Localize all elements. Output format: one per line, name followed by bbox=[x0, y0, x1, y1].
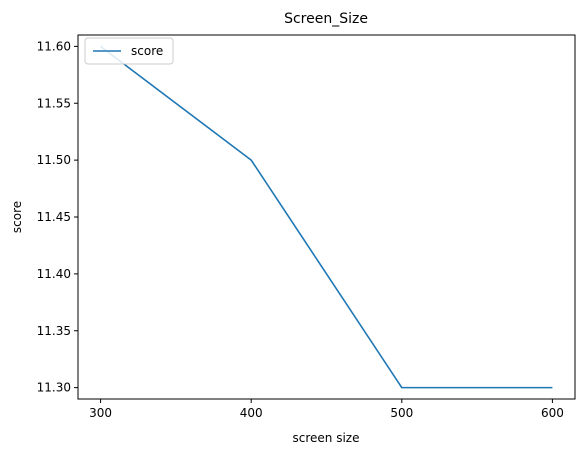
plot-frame bbox=[77, 34, 576, 400]
x-tick-label: 400 bbox=[240, 406, 263, 420]
y-axis-label: score bbox=[10, 201, 24, 233]
legend-label-score: score bbox=[131, 44, 163, 58]
plot-area: 300 400 500 600 11.3011.3511.4011.4511.5011… bbox=[37, 34, 576, 420]
x-tick-label: 600 bbox=[541, 406, 564, 420]
y-tick-label: 11.45 bbox=[37, 210, 71, 224]
series-line-score bbox=[100, 45, 553, 389]
y-tick-label: 11.60 bbox=[37, 39, 71, 53]
x-axis-ticks: 300 400 500 600 bbox=[89, 399, 564, 420]
y-tick-label: 11.50 bbox=[37, 153, 71, 167]
x-axis-label: screen size bbox=[293, 431, 360, 445]
legend-box bbox=[84, 37, 174, 65]
y-tick-label: 11.35 bbox=[37, 324, 71, 338]
y-axis-ticks: 11.30 11.35 11.40 11.45 11.50 11.55 11.60 bbox=[37, 39, 78, 395]
chart-title: Screen_Size bbox=[284, 11, 368, 27]
y-tick-label: 11.30 bbox=[37, 381, 71, 395]
legend: score bbox=[84, 37, 174, 65]
x-tick-label: 500 bbox=[390, 406, 413, 420]
y-tick-label: 11.40 bbox=[37, 267, 71, 281]
y-tick-label: 11.55 bbox=[37, 96, 71, 110]
x-tick-label: 300 bbox=[89, 406, 112, 420]
